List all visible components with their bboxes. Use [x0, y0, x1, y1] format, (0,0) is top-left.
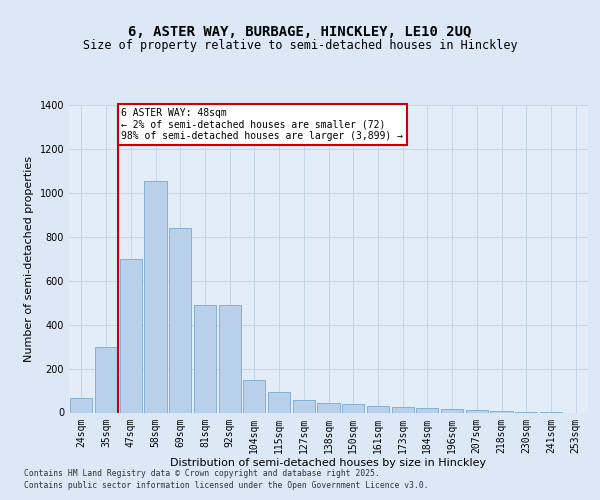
- Bar: [119, 259, 142, 412]
- Bar: [392, 407, 414, 412]
- Bar: [441, 408, 463, 412]
- Bar: [293, 400, 315, 412]
- Bar: [268, 392, 290, 412]
- Bar: [70, 398, 92, 412]
- Bar: [169, 228, 191, 412]
- Bar: [342, 404, 364, 412]
- Y-axis label: Number of semi-detached properties: Number of semi-detached properties: [24, 156, 34, 362]
- Bar: [145, 181, 167, 412]
- Bar: [218, 305, 241, 412]
- Bar: [367, 406, 389, 412]
- Bar: [194, 305, 216, 412]
- Bar: [416, 408, 439, 412]
- Text: Contains public sector information licensed under the Open Government Licence v3: Contains public sector information licen…: [24, 480, 428, 490]
- Text: 6, ASTER WAY, BURBAGE, HINCKLEY, LE10 2UQ: 6, ASTER WAY, BURBAGE, HINCKLEY, LE10 2U…: [128, 26, 472, 40]
- X-axis label: Distribution of semi-detached houses by size in Hinckley: Distribution of semi-detached houses by …: [170, 458, 487, 468]
- Text: Contains HM Land Registry data © Crown copyright and database right 2025.: Contains HM Land Registry data © Crown c…: [24, 470, 380, 478]
- Bar: [243, 380, 265, 412]
- Bar: [466, 410, 488, 412]
- Text: Size of property relative to semi-detached houses in Hinckley: Size of property relative to semi-detach…: [83, 40, 517, 52]
- Bar: [317, 402, 340, 412]
- Text: 6 ASTER WAY: 48sqm
← 2% of semi-detached houses are smaller (72)
98% of semi-det: 6 ASTER WAY: 48sqm ← 2% of semi-detached…: [121, 108, 403, 142]
- Bar: [95, 346, 117, 412]
